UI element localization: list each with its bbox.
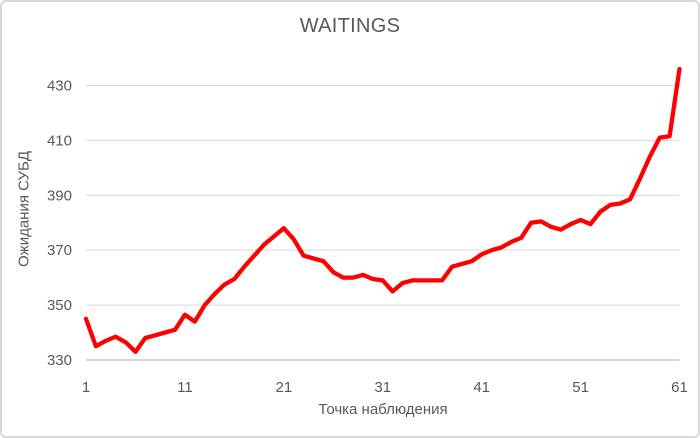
chart-title: WAITINGS (299, 15, 401, 37)
x-tick-label: 41 (473, 379, 490, 396)
y-tick-label: 330 (47, 352, 72, 369)
y-tick-label: 410 (47, 132, 72, 149)
y-tick-label: 350 (47, 297, 72, 314)
x-tick-label: 1 (82, 379, 90, 396)
y-axis-title: Ожидания СУБД (15, 151, 33, 267)
series-line (83, 66, 682, 354)
x-tick-label: 61 (671, 379, 688, 396)
y-tick-label: 390 (47, 187, 72, 204)
x-axis-title: Точка наблюдения (318, 401, 448, 418)
x-tick-label: 51 (572, 379, 589, 396)
y-tick-label: 370 (47, 242, 72, 259)
x-tick-label: 31 (374, 379, 391, 396)
x-tick-label: 11 (177, 379, 193, 396)
x-tick-label: 21 (275, 379, 292, 396)
y-tick-label: 430 (47, 77, 72, 94)
